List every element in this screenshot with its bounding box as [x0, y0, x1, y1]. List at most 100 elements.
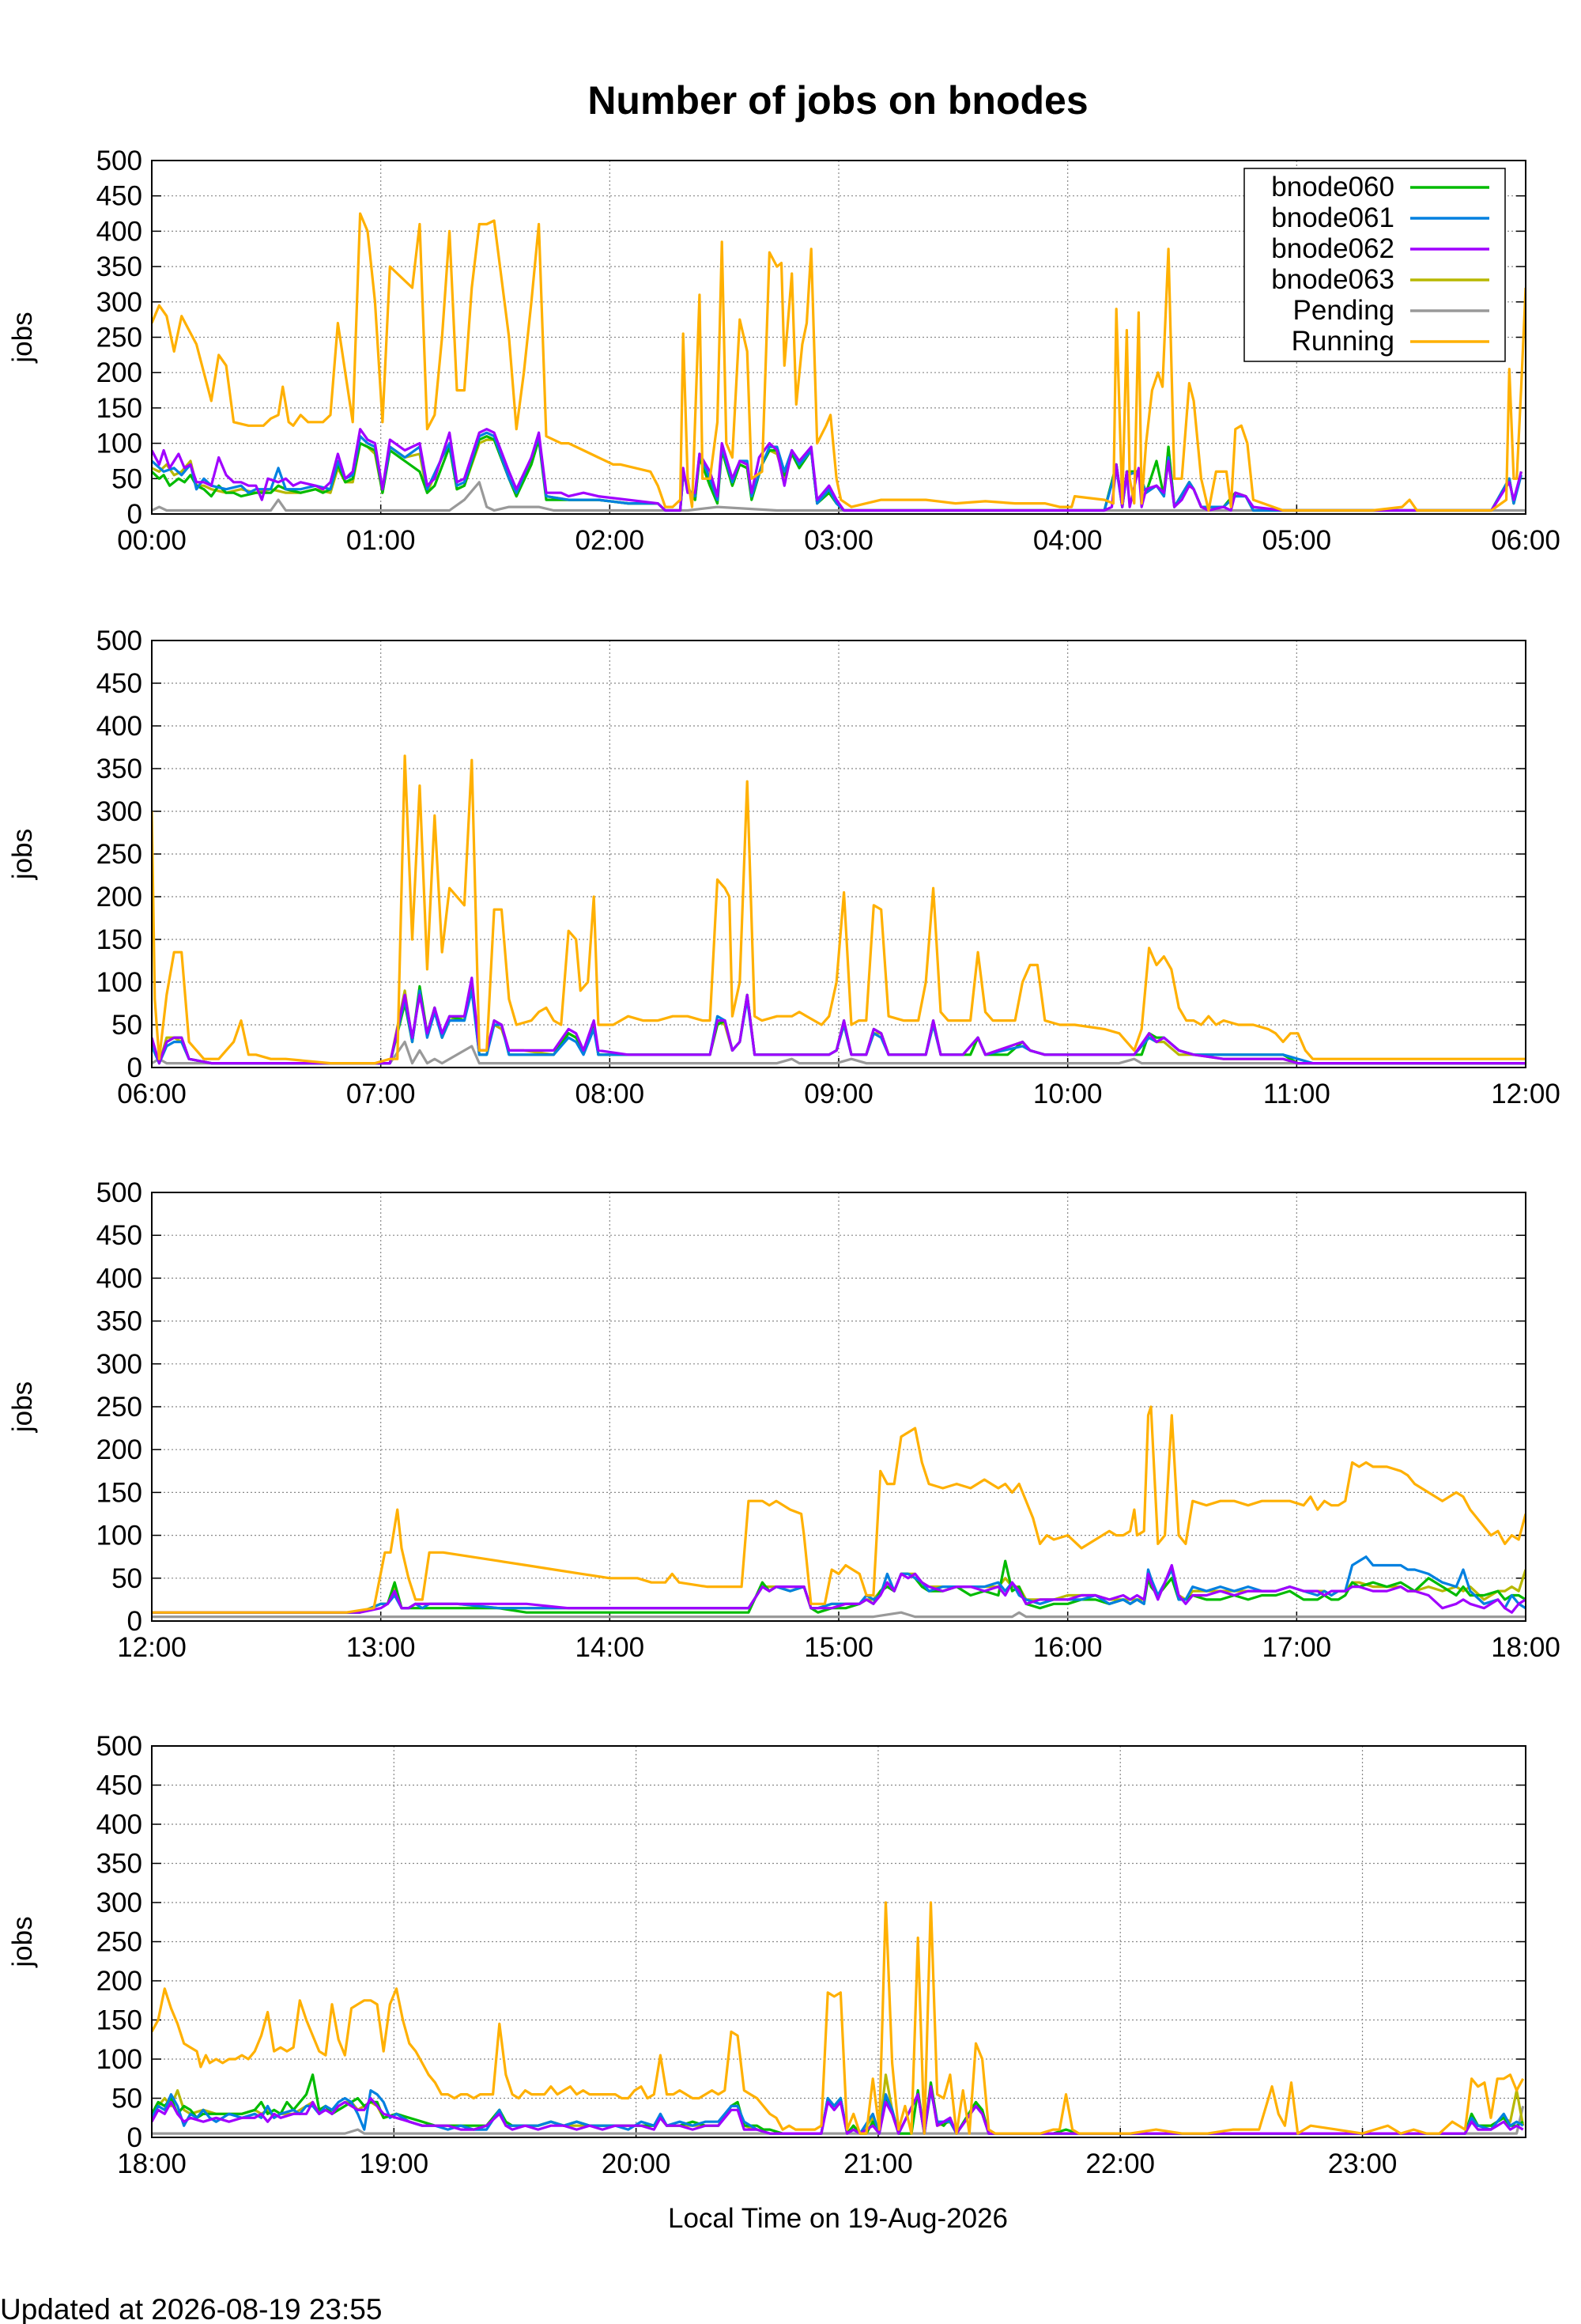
y-tick-label: 150: [96, 1477, 142, 1508]
legend-label: Pending: [1293, 295, 1394, 326]
y-tick-label: 400: [96, 711, 142, 742]
y-tick-label: 300: [96, 1888, 142, 1918]
plot-frame: [151, 160, 1526, 515]
x-tick-label: 13:00: [346, 1632, 416, 1663]
y-tick-label: 400: [96, 1809, 142, 1840]
x-tick-label: 17:00: [1262, 1632, 1332, 1663]
legend-label: Running: [1292, 326, 1394, 357]
plot-frame: [151, 1192, 1526, 1622]
y-tick-label: 200: [96, 1966, 142, 1997]
y-tick-label: 150: [96, 393, 142, 424]
x-tick-label: 02:00: [575, 525, 645, 556]
x-tick-label: 23:00: [1328, 2148, 1398, 2179]
y-tick-label: 0: [127, 499, 142, 530]
y-tick-label: 150: [96, 2005, 142, 2036]
x-tick-label: 12:00: [1491, 1079, 1560, 1109]
y-tick-label: 300: [96, 1349, 142, 1380]
series-line-bnode062: [152, 428, 1523, 512]
y-tick-label: 0: [127, 2122, 142, 2153]
x-tick-label: 12:00: [117, 1632, 187, 1663]
x-tick-label: 03:00: [804, 525, 874, 556]
series-group: [152, 1901, 1525, 2135]
y-tick-label: 50: [111, 2084, 142, 2114]
y-tick-label: 300: [96, 796, 142, 827]
y-tick-label: 100: [96, 967, 142, 998]
y-tick-label: 250: [96, 323, 142, 353]
x-tick-label: 06:00: [1491, 525, 1560, 556]
y-tick-label: 100: [96, 2044, 142, 2075]
x-tick-label: 07:00: [346, 1079, 416, 1109]
series-group: [152, 212, 1526, 512]
y-tick-label: 500: [96, 625, 142, 656]
series-line-pending: [152, 481, 1526, 512]
y-tick-label: 250: [96, 839, 142, 870]
y-tick-label: 400: [96, 216, 142, 247]
y-tick-label: 450: [96, 1770, 142, 1801]
legend: bnode060bnode061bnode062bnode063PendingR…: [1243, 168, 1506, 362]
x-tick-label: 19:00: [360, 2148, 429, 2179]
y-tick-label: 500: [96, 145, 142, 176]
x-tick-label: 00:00: [117, 525, 187, 556]
y-tick-label: 100: [96, 1521, 142, 1551]
series-line-bnode060: [152, 1559, 1526, 1614]
y-tick-label: 250: [96, 1392, 142, 1423]
y-tick-label: 450: [96, 668, 142, 699]
series-line-bnode062: [152, 2085, 1524, 2135]
series-line-bnode062: [152, 1563, 1526, 1614]
panel-2: 0 50 100 150 200 250 300 350 400 450 500 06:00 07:00…: [7, 625, 1560, 1109]
series-line-running: [152, 1405, 1526, 1614]
x-tick-label: 01:00: [346, 525, 416, 556]
x-tick-label: 18:00: [1491, 1632, 1560, 1663]
panel-1: 0 50 100 150 200 250 300 350 400 450 500 00:00 01:00…: [7, 145, 1560, 556]
y-tick-label: 350: [96, 754, 142, 784]
y-tick-label: 500: [96, 1177, 142, 1208]
x-tick-label: 21:00: [843, 2148, 913, 2179]
x-tick-label: 09:00: [804, 1079, 874, 1109]
updated-footer: Updated at 2026-08-19 23:55: [0, 2293, 382, 2324]
panel-4: 0 50 100 150 200 250 300 350 400 450 500 18:00 19:00…: [7, 1731, 1526, 2179]
x-tick-label: 20:00: [602, 2148, 671, 2179]
y-tick-label: 150: [96, 924, 142, 955]
x-tick-label: 05:00: [1262, 525, 1332, 556]
y-tick-label: 100: [96, 429, 142, 459]
y-tick-label: 400: [96, 1263, 142, 1294]
plot-frame: [151, 640, 1526, 1068]
x-axis-label: Local Time on 19-Aug-2026: [668, 2203, 1008, 2234]
y-tick-label: 200: [96, 882, 142, 913]
y-axis-label: jobs: [7, 1381, 38, 1433]
y-tick-label: 50: [111, 463, 142, 494]
y-tick-label: 50: [111, 1010, 142, 1041]
legend-label: bnode061: [1271, 202, 1394, 233]
series-line-running: [152, 754, 1526, 1065]
y-tick-label: 350: [96, 251, 142, 282]
y-tick-label: 500: [96, 1731, 142, 1762]
series-group: [152, 1405, 1526, 1619]
y-tick-label: 250: [96, 1927, 142, 1958]
legend-box: [1243, 168, 1506, 362]
series-line-running: [152, 212, 1526, 512]
legend-label: bnode062: [1271, 233, 1394, 264]
y-axis-label: jobs: [7, 829, 38, 880]
y-axis-label: jobs: [7, 1916, 38, 1967]
y-tick-label: 450: [96, 181, 142, 212]
y-tick-label: 300: [96, 287, 142, 318]
x-tick-label: 11:00: [1263, 1079, 1330, 1109]
series-line-pending: [152, 1611, 1526, 1619]
x-tick-label: 08:00: [575, 1079, 645, 1109]
series-group: [152, 754, 1526, 1065]
x-tick-label: 16:00: [1033, 1632, 1103, 1663]
series-line-bnode062: [152, 976, 1526, 1065]
y-tick-label: 0: [127, 1606, 142, 1637]
plot-frame: [151, 1745, 1526, 2138]
series-line-running: [152, 1901, 1525, 2135]
x-tick-label: 18:00: [117, 2148, 187, 2179]
y-tick-label: 200: [96, 357, 142, 388]
x-tick-label: 10:00: [1033, 1079, 1103, 1109]
y-axis-label: jobs: [7, 312, 38, 363]
chart-title: Number of jobs on bnodes: [587, 78, 1088, 123]
x-tick-label: 04:00: [1033, 525, 1103, 556]
legend-label: bnode063: [1271, 264, 1394, 295]
y-tick-label: 350: [96, 1306, 142, 1337]
